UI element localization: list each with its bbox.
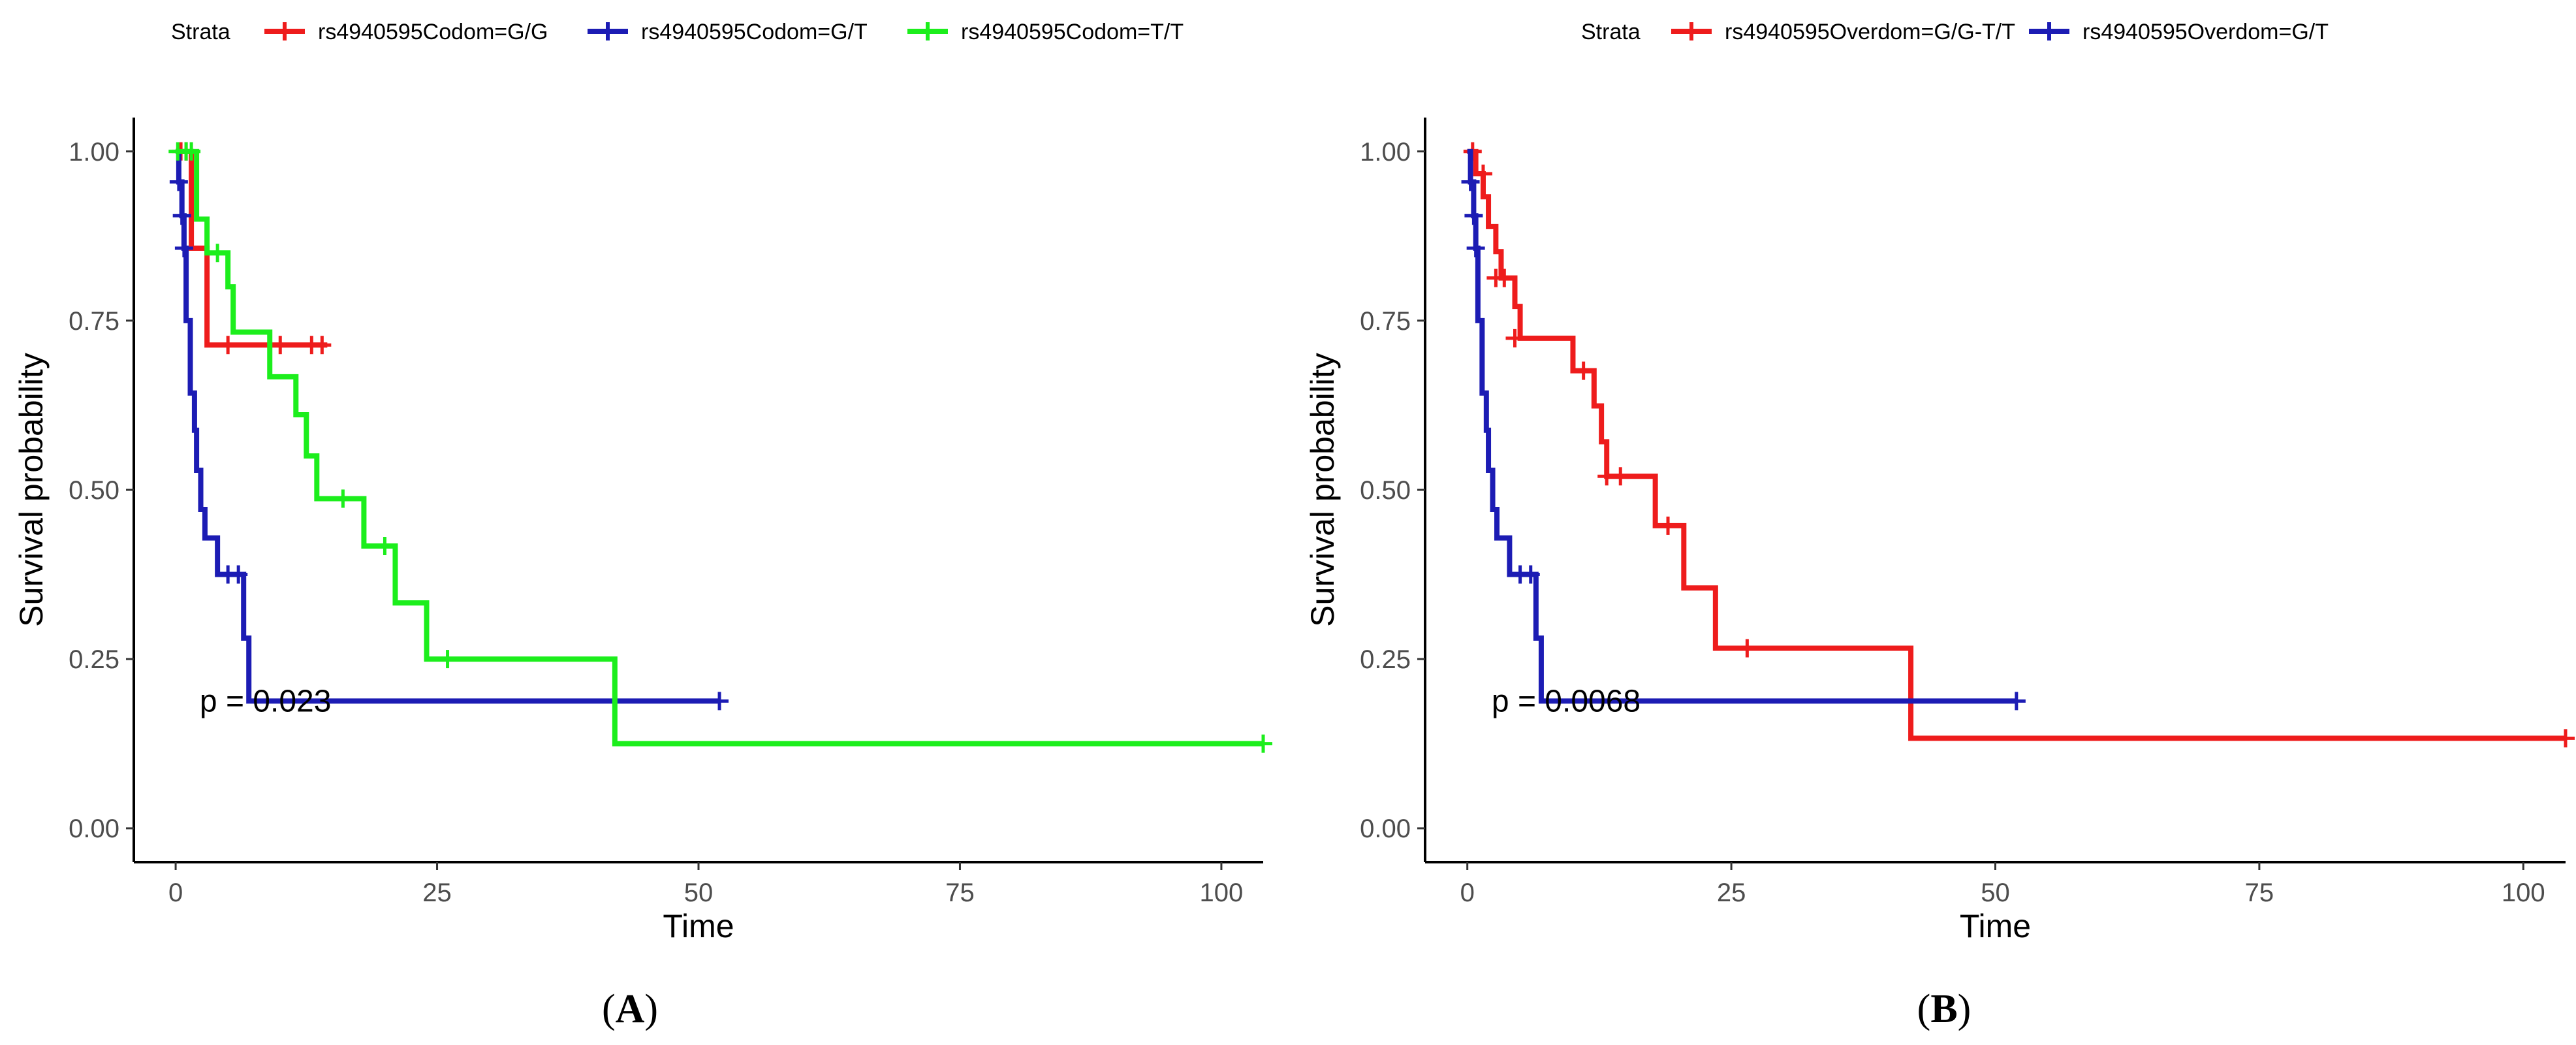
censor-mark (1738, 639, 1757, 658)
x-tick-label: 75 (2245, 878, 2274, 907)
legend-item: rs4940595Codom=G/T (588, 20, 868, 44)
y-tick-label: 0.50 (69, 476, 119, 505)
y-axis-title: Survival probability (13, 353, 50, 627)
censor-mark (1473, 165, 1492, 184)
survival-curve (1467, 148, 2017, 704)
censor-mark (1495, 268, 1514, 287)
survival-series (168, 142, 1272, 753)
y-tick-label: 0.25 (1360, 645, 1411, 674)
censor-mark (271, 336, 290, 355)
censor-mark (1574, 361, 1593, 380)
panel-a: Strata rs4940595Codom=G/G rs4940595Codom=G… (13, 20, 1272, 1031)
legend: Strata rs4940595Overdom=G/G-T/T rs4940595O… (1581, 20, 2329, 44)
panel-label: (A) (602, 987, 658, 1031)
censor-mark (219, 336, 238, 355)
legend-title: Strata (1581, 20, 1641, 44)
x-tick-label: 100 (1200, 878, 1244, 907)
y-tick-label: 0.00 (1360, 814, 1411, 843)
legend-item: rs4940595Overdom=G/G-T/T (1671, 20, 2015, 44)
x-tick-label: 0 (168, 878, 183, 907)
survival-series (1463, 142, 2575, 748)
x-axis-title: Time (1960, 908, 2031, 944)
y-tick-label: 0.75 (69, 307, 119, 336)
y-tick-label: 1.00 (69, 138, 119, 167)
censor-mark (1659, 516, 1678, 535)
legend-item: rs4940595Codom=G/G (264, 20, 548, 44)
legend-label: rs4940595Codom=G/G (318, 20, 548, 44)
censor-mark (1254, 734, 1272, 753)
panel-label: (B) (1917, 987, 1971, 1031)
censor-mark (1521, 565, 1540, 584)
x-tick-label: 25 (1717, 878, 1746, 907)
legend-item: rs4940595Codom=T/T (907, 20, 1184, 44)
x-tick-label: 50 (1981, 878, 2010, 907)
legend-label: rs4940595Codom=G/T (641, 20, 868, 44)
survival-curve (176, 148, 720, 704)
censor-mark (375, 537, 394, 556)
censor-mark (1466, 239, 1485, 258)
y-tick-label: 0.25 (69, 645, 119, 674)
x-tick-label: 25 (422, 878, 452, 907)
legend-item: rs4940595Overdom=G/T (2029, 20, 2329, 44)
panel-b: Strata rs4940595Overdom=G/G-T/T rs4940595O… (1304, 20, 2575, 1031)
censor-mark (2007, 692, 2026, 711)
legend-title: Strata (171, 20, 230, 44)
x-tick-label: 75 (945, 878, 975, 907)
y-tick-label: 0.50 (1360, 476, 1411, 505)
y-tick-label: 1.00 (1360, 138, 1411, 167)
y-tick-label: 0.75 (1360, 307, 1411, 336)
p-value-annotation: p = 0.023 (200, 684, 332, 718)
legend-label: rs4940595Codom=T/T (961, 20, 1184, 44)
censor-mark (710, 692, 729, 711)
survival-series (169, 148, 729, 711)
censor-mark (1461, 172, 1480, 191)
p-value-annotation: p = 0.0068 (1492, 684, 1641, 718)
survival-series (1461, 148, 2026, 711)
y-tick-label: 0.00 (69, 814, 119, 843)
legend-label: rs4940595Overdom=G/T (2082, 20, 2329, 44)
censor-mark (182, 142, 201, 161)
censor-mark (169, 172, 188, 191)
survival-curve (176, 148, 1263, 747)
censor-mark (172, 206, 191, 225)
censor-mark (208, 244, 227, 263)
censor-mark (334, 489, 353, 508)
x-tick-label: 0 (1460, 878, 1475, 907)
censor-mark (2556, 729, 2575, 748)
censor-mark (174, 239, 193, 258)
y-axis-title: Survival probability (1304, 353, 1341, 627)
x-tick-label: 100 (2502, 878, 2545, 907)
legend: Strata rs4940595Codom=G/G rs4940595Codom=G… (171, 20, 1184, 44)
x-tick-label: 50 (684, 878, 714, 907)
censor-mark (229, 565, 248, 584)
censor-mark (1611, 467, 1630, 486)
censor-mark (313, 336, 332, 355)
x-axis-title: Time (663, 908, 734, 944)
survival-curve (1467, 148, 2566, 741)
censor-mark (1464, 206, 1483, 225)
censor-mark (438, 650, 457, 669)
censor-mark (1505, 329, 1524, 347)
legend-label: rs4940595Overdom=G/G-T/T (1725, 20, 2015, 44)
